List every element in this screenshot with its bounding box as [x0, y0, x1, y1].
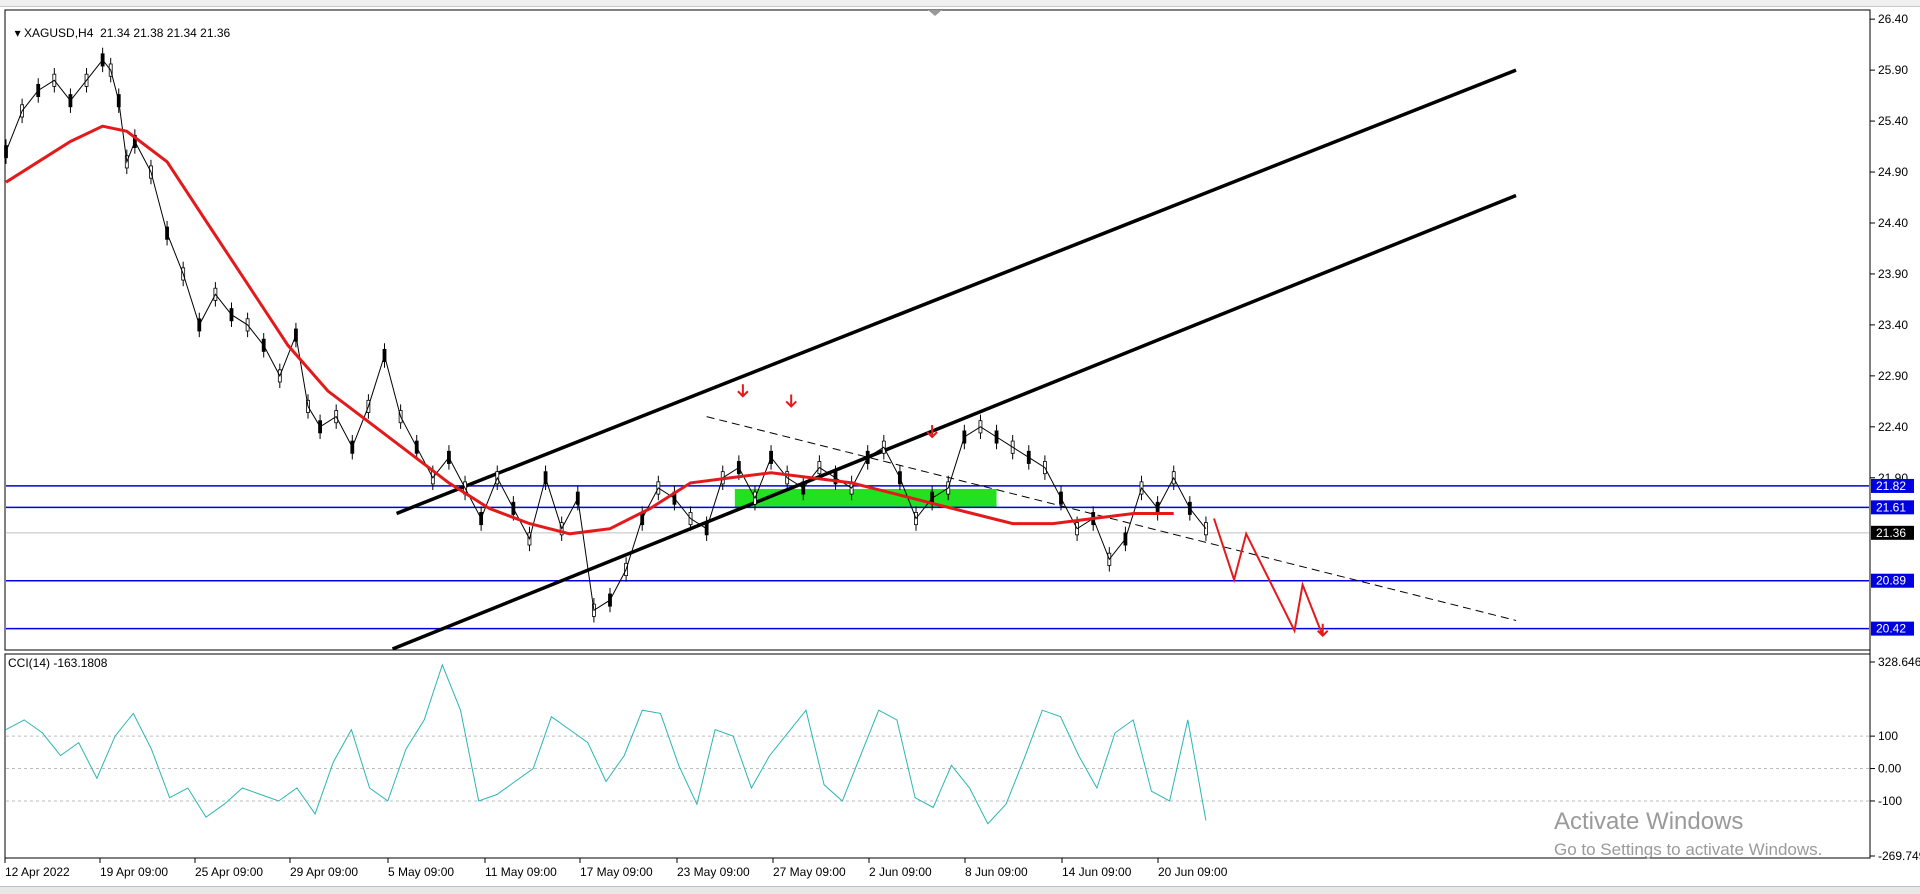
ohlc-values: 21.34 21.38 21.34 21.36	[100, 26, 231, 40]
level-price-badge	[1871, 621, 1914, 636]
time-tick-label: 12 Apr 2022	[5, 865, 70, 879]
price-tick-label: 26.40	[1878, 12, 1908, 26]
red-arrow-annotation[interactable]	[785, 394, 797, 408]
price-tick-label: 25.40	[1878, 114, 1908, 128]
time-tick-label: 27 May 09:00	[773, 865, 846, 879]
top-toolbar-strip	[0, 0, 1920, 7]
price-tick-label: 24.40	[1878, 216, 1908, 230]
price-tick-label: 23.90	[1878, 267, 1908, 281]
cci-tick-label: -269.749	[1878, 849, 1920, 863]
time-tick-label: 14 Jun 09:00	[1062, 865, 1132, 879]
cci-tick-label: 328.646	[1878, 655, 1920, 669]
forecast-path-annotation[interactable]	[1213, 518, 1324, 637]
time-tick-label: 8 Jun 09:00	[965, 865, 1028, 879]
symbol-label: XAGUSD,H4	[24, 26, 94, 40]
red-arrow-annotation[interactable]	[1317, 623, 1329, 638]
cci-tick-label: 0.00	[1878, 762, 1902, 776]
activate-windows-watermark: Activate Windows Go to Settings to activ…	[1554, 808, 1822, 860]
moving-average-line	[5, 124, 1174, 536]
time-tick-label: 2 Jun 09:00	[869, 865, 932, 879]
watermark-title: Activate Windows	[1554, 808, 1744, 835]
level-price-badge	[1871, 500, 1914, 515]
level-price-badge	[1871, 478, 1914, 493]
cci-line	[5, 663, 1207, 825]
watermark-subtitle: Go to Settings to activate Windows.	[1554, 840, 1823, 859]
resistance-zone	[734, 488, 997, 508]
time-tick-label: 23 May 09:00	[677, 865, 750, 879]
level-price-badge	[1871, 573, 1914, 588]
price-tick-label: 23.40	[1878, 318, 1908, 332]
current-price-badge	[1871, 525, 1914, 540]
cci-tick-label: -100	[1878, 794, 1902, 808]
price-tick-label: 22.40	[1878, 420, 1908, 434]
time-tick-label: 19 Apr 09:00	[100, 865, 168, 879]
time-tick-label: 5 May 09:00	[388, 865, 454, 879]
shift-marker[interactable]	[928, 10, 942, 16]
price-line	[5, 59, 1207, 612]
descending-trendline[interactable]	[706, 416, 1517, 621]
level-price-badge-label: 20.42	[1876, 622, 1906, 636]
red-arrow-annotation[interactable]	[926, 425, 938, 439]
time-tick-label: 17 May 09:00	[580, 865, 653, 879]
time-tick-label: 20 Jun 09:00	[1158, 865, 1228, 879]
price-tick-label: 22.90	[1878, 369, 1908, 383]
price-tick-label: 25.90	[1878, 63, 1908, 77]
time-tick-label: 25 Apr 09:00	[195, 865, 263, 879]
time-tick-label: 11 May 09:00	[485, 865, 557, 879]
price-candle-body	[1204, 522, 1208, 536]
price-candle-body	[4, 145, 8, 159]
level-price-badge-label: 21.82	[1876, 479, 1906, 493]
cci-tick-label: 100	[1878, 729, 1898, 743]
time-tick-label: 29 Apr 09:00	[290, 865, 358, 879]
channel-trendline[interactable]	[391, 193, 1517, 651]
level-price-badge-label: 21.61	[1876, 500, 1906, 514]
current-price-badge-label: 21.36	[1876, 526, 1906, 540]
main-pane-frame	[4, 9, 1871, 651]
chart-header: ▾ XAGUSD,H4 21.34 21.38 21.34 21.36	[8, 12, 231, 40]
cci-header: CCI(14) -163.1808	[8, 656, 108, 670]
channel-trendline[interactable]	[395, 68, 1517, 516]
level-price-badge-label: 20.89	[1876, 574, 1906, 588]
price-tick-label: 24.90	[1878, 165, 1908, 179]
collapse-arrow-icon[interactable]: ▾	[14, 26, 25, 40]
bottom-scrollbar[interactable]	[0, 886, 1920, 894]
red-arrow-annotation[interactable]	[737, 384, 749, 398]
